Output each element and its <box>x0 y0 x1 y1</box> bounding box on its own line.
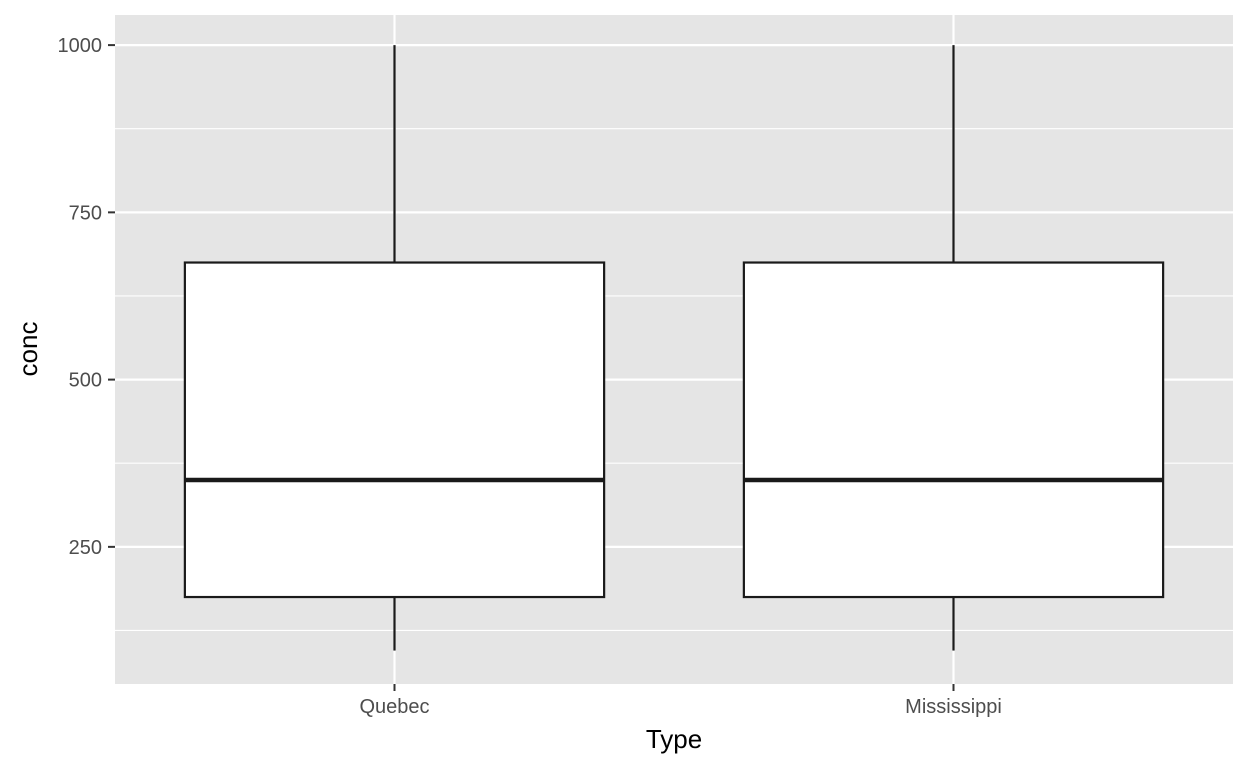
y-axis-title: conc <box>13 322 43 377</box>
x-tick-label: Mississippi <box>905 696 1002 718</box>
y-tick-label: 500 <box>69 370 102 392</box>
box-group <box>183 45 1165 651</box>
y-axis: 250 500 750 1000 <box>58 35 115 559</box>
y-tick-label: 1000 <box>58 35 103 57</box>
box-mississippi <box>742 45 1165 651</box>
y-tick-label: 250 <box>69 537 102 559</box>
y-tick-label: 750 <box>69 202 102 224</box>
box-quebec <box>183 45 606 651</box>
x-axis-title: Type <box>646 724 702 754</box>
iqr-box <box>183 261 606 599</box>
x-tick-label: Quebec <box>359 696 429 718</box>
iqr-box <box>742 261 1165 599</box>
x-axis: Quebec Mississippi <box>359 684 1002 718</box>
